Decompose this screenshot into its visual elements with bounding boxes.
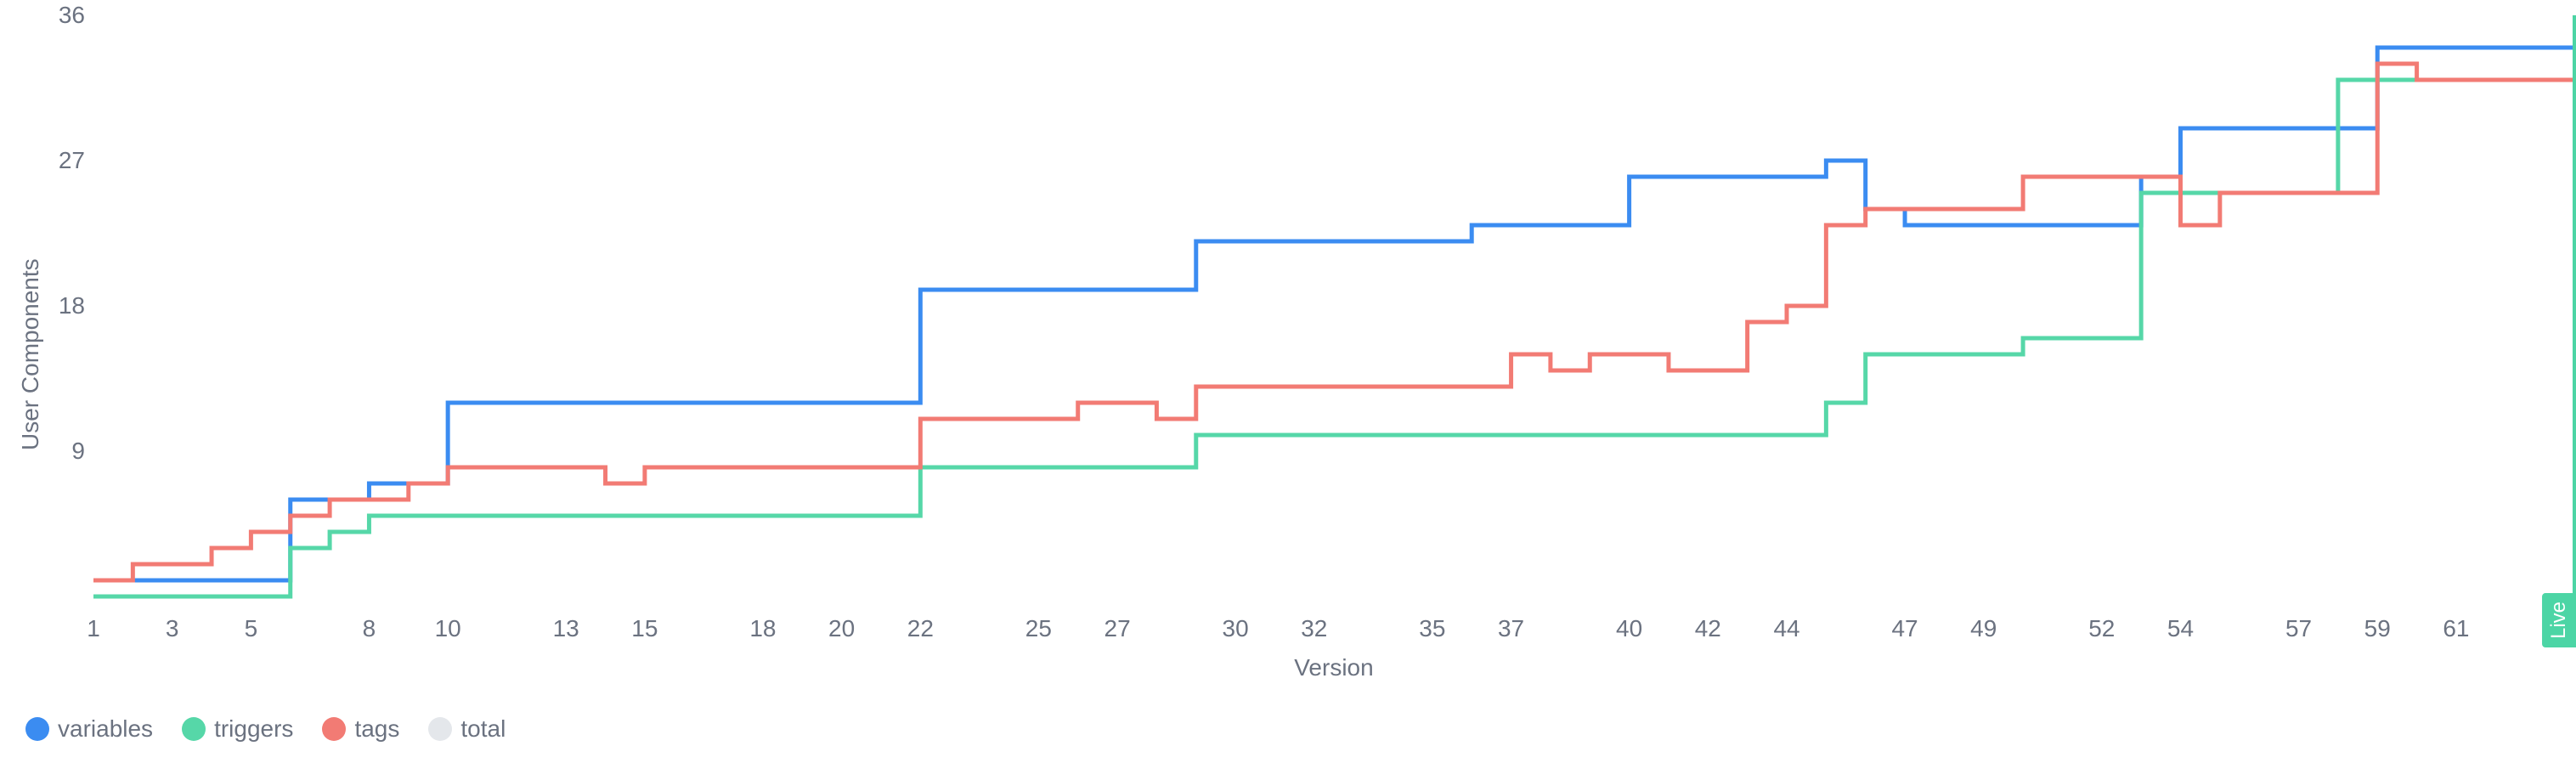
legend-label: tags (354, 715, 399, 743)
legend-label: total (460, 715, 506, 743)
legend-item-total[interactable]: total (428, 715, 506, 743)
legend-swatch (322, 717, 346, 741)
legend-item-tags[interactable]: tags (322, 715, 399, 743)
legend-label: triggers (214, 715, 293, 743)
legend-item-variables[interactable]: variables (25, 715, 153, 743)
plot-area (0, 0, 2576, 763)
legend-item-triggers[interactable]: triggers (182, 715, 293, 743)
legend-swatch (428, 717, 452, 741)
legend-swatch (25, 717, 49, 741)
series-variables (93, 48, 2574, 580)
legend: variables triggers tags total (25, 715, 506, 743)
legend-label: variables (58, 715, 153, 743)
legend-swatch (182, 717, 206, 741)
series-triggers (93, 80, 2574, 596)
series-tags (93, 64, 2574, 580)
chart-container: User Components 9182736 1358101315182022… (0, 0, 2576, 763)
live-badge: Live (2542, 593, 2576, 647)
